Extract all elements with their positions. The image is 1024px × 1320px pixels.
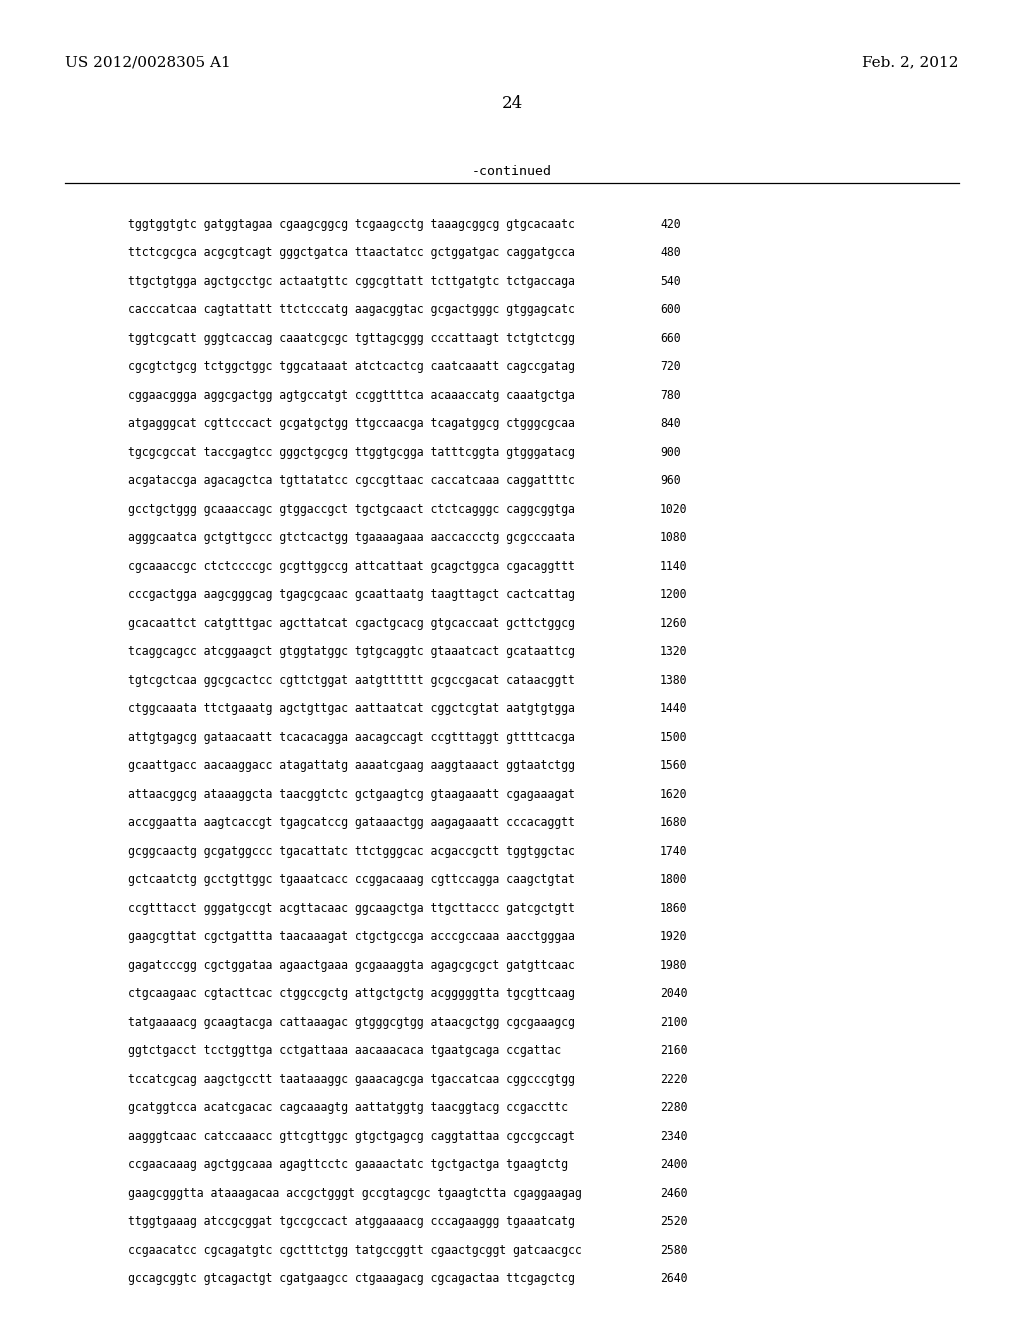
Text: 420: 420 <box>660 218 681 231</box>
Text: gcctgctggg gcaaaccagc gtggaccgct tgctgcaact ctctcagggc caggcggtga: gcctgctggg gcaaaccagc gtggaccgct tgctgca… <box>128 503 574 516</box>
Text: tgcgcgccat taccgagtcc gggctgcgcg ttggtgcgga tatttcggta gtgggatacg: tgcgcgccat taccgagtcc gggctgcgcg ttggtgc… <box>128 446 574 459</box>
Text: ctggcaaata ttctgaaatg agctgttgac aattaatcat cggctcgtat aatgtgtgga: ctggcaaata ttctgaaatg agctgttgac aattaat… <box>128 702 574 715</box>
Text: 2580: 2580 <box>660 1243 687 1257</box>
Text: 1380: 1380 <box>660 673 687 686</box>
Text: gagatcccgg cgctggataa agaactgaaa gcgaaaggta agagcgcgct gatgttcaac: gagatcccgg cgctggataa agaactgaaa gcgaaag… <box>128 958 574 972</box>
Text: agggcaatca gctgttgccc gtctcactgg tgaaaagaaa aaccaccctg gcgcccaata: agggcaatca gctgttgccc gtctcactgg tgaaaag… <box>128 531 574 544</box>
Text: atgagggcat cgttcccact gcgatgctgg ttgccaacga tcagatggcg ctgggcgcaa: atgagggcat cgttcccact gcgatgctgg ttgccaa… <box>128 417 574 430</box>
Text: 2640: 2640 <box>660 1272 687 1286</box>
Text: gccagcggtc gtcagactgt cgatgaagcc ctgaaagacg cgcagactaa ttcgagctcg: gccagcggtc gtcagactgt cgatgaagcc ctgaaag… <box>128 1272 574 1286</box>
Text: 1620: 1620 <box>660 788 687 801</box>
Text: 660: 660 <box>660 331 681 345</box>
Text: 900: 900 <box>660 446 681 459</box>
Text: gcacaattct catgtttgac agcttatcat cgactgcacg gtgcaccaat gcttctggcg: gcacaattct catgtttgac agcttatcat cgactgc… <box>128 616 574 630</box>
Text: cggaacggga aggcgactgg agtgccatgt ccggttttca acaaaccatg caaatgctga: cggaacggga aggcgactgg agtgccatgt ccggttt… <box>128 389 574 401</box>
Text: -continued: -continued <box>472 165 552 178</box>
Text: 1740: 1740 <box>660 845 687 858</box>
Text: 2400: 2400 <box>660 1158 687 1171</box>
Text: 24: 24 <box>502 95 522 112</box>
Text: ccgaacatcc cgcagatgtc cgctttctgg tatgccggtt cgaactgcggt gatcaacgcc: ccgaacatcc cgcagatgtc cgctttctgg tatgccg… <box>128 1243 582 1257</box>
Text: accggaatta aagtcaccgt tgagcatccg gataaactgg aagagaaatt cccacaggtt: accggaatta aagtcaccgt tgagcatccg gataaac… <box>128 816 574 829</box>
Text: gcatggtcca acatcgacac cagcaaagtg aattatggtg taacggtacg ccgaccttc: gcatggtcca acatcgacac cagcaaagtg aattatg… <box>128 1101 568 1114</box>
Text: 1080: 1080 <box>660 531 687 544</box>
Text: 1320: 1320 <box>660 645 687 659</box>
Text: 1980: 1980 <box>660 958 687 972</box>
Text: 1020: 1020 <box>660 503 687 516</box>
Text: 1560: 1560 <box>660 759 687 772</box>
Text: ttctcgcgca acgcgtcagt gggctgatca ttaactatcc gctggatgac caggatgcca: ttctcgcgca acgcgtcagt gggctgatca ttaacta… <box>128 247 574 259</box>
Text: Feb. 2, 2012: Feb. 2, 2012 <box>862 55 959 69</box>
Text: cgcgtctgcg tctggctggc tggcataaat atctcactcg caatcaaatt cagccgatag: cgcgtctgcg tctggctggc tggcataaat atctcac… <box>128 360 574 374</box>
Text: 1200: 1200 <box>660 589 687 601</box>
Text: 2520: 2520 <box>660 1216 687 1228</box>
Text: 480: 480 <box>660 247 681 259</box>
Text: ttgctgtgga agctgcctgc actaatgttc cggcgttatt tcttgatgtc tctgaccaga: ttgctgtgga agctgcctgc actaatgttc cggcgtt… <box>128 275 574 288</box>
Text: ggtctgacct tcctggttga cctgattaaa aacaaacaca tgaatgcaga ccgattac: ggtctgacct tcctggttga cctgattaaa aacaaac… <box>128 1044 561 1057</box>
Text: cccgactgga aagcgggcag tgagcgcaac gcaattaatg taagttagct cactcattag: cccgactgga aagcgggcag tgagcgcaac gcaatta… <box>128 589 574 601</box>
Text: cgcaaaccgc ctctccccgc gcgttggccg attcattaat gcagctggca cgacaggttt: cgcaaaccgc ctctccccgc gcgttggccg attcatt… <box>128 560 574 573</box>
Text: tggtcgcatt gggtcaccag caaatcgcgc tgttagcggg cccattaagt tctgtctcgg: tggtcgcatt gggtcaccag caaatcgcgc tgttagc… <box>128 331 574 345</box>
Text: 2100: 2100 <box>660 1016 687 1028</box>
Text: 2280: 2280 <box>660 1101 687 1114</box>
Text: 2340: 2340 <box>660 1130 687 1143</box>
Text: 2460: 2460 <box>660 1187 687 1200</box>
Text: cacccatcaa cagtattatt ttctcccatg aagacggtac gcgactgggc gtggagcatc: cacccatcaa cagtattatt ttctcccatg aagacgg… <box>128 304 574 317</box>
Text: tatgaaaacg gcaagtacga cattaaagac gtgggcgtgg ataacgctgg cgcgaaagcg: tatgaaaacg gcaagtacga cattaaagac gtgggcg… <box>128 1016 574 1028</box>
Text: 1800: 1800 <box>660 874 687 886</box>
Text: 1500: 1500 <box>660 731 687 743</box>
Text: attaacggcg ataaaggcta taacggtctc gctgaagtcg gtaagaaatt cgagaaagat: attaacggcg ataaaggcta taacggtctc gctgaag… <box>128 788 574 801</box>
Text: ccgtttacct gggatgccgt acgttacaac ggcaagctga ttgcttaccc gatcgctgtt: ccgtttacct gggatgccgt acgttacaac ggcaagc… <box>128 902 574 915</box>
Text: 2160: 2160 <box>660 1044 687 1057</box>
Text: 2220: 2220 <box>660 1073 687 1086</box>
Text: 1260: 1260 <box>660 616 687 630</box>
Text: gctcaatctg gcctgttggc tgaaatcacc ccggacaaag cgttccagga caagctgtat: gctcaatctg gcctgttggc tgaaatcacc ccggaca… <box>128 874 574 886</box>
Text: gcaattgacc aacaaggacc atagattatg aaaatcgaag aaggtaaact ggtaatctgg: gcaattgacc aacaaggacc atagattatg aaaatcg… <box>128 759 574 772</box>
Text: 1140: 1140 <box>660 560 687 573</box>
Text: 780: 780 <box>660 389 681 401</box>
Text: ctgcaagaac cgtacttcac ctggccgctg attgctgctg acgggggtta tgcgttcaag: ctgcaagaac cgtacttcac ctggccgctg attgctg… <box>128 987 574 1001</box>
Text: tgtcgctcaa ggcgcactcc cgttctggat aatgtttttt gcgccgacat cataacggtt: tgtcgctcaa ggcgcactcc cgttctggat aatgttt… <box>128 673 574 686</box>
Text: gaagcgggtta ataaagacaa accgctgggt gccgtagcgc tgaagtctta cgaggaagag: gaagcgggtta ataaagacaa accgctgggt gccgta… <box>128 1187 582 1200</box>
Text: 840: 840 <box>660 417 681 430</box>
Text: 600: 600 <box>660 304 681 317</box>
Text: 1680: 1680 <box>660 816 687 829</box>
Text: 1920: 1920 <box>660 931 687 944</box>
Text: 2040: 2040 <box>660 987 687 1001</box>
Text: 960: 960 <box>660 474 681 487</box>
Text: 720: 720 <box>660 360 681 374</box>
Text: US 2012/0028305 A1: US 2012/0028305 A1 <box>65 55 230 69</box>
Text: ttggtgaaag atccgcggat tgccgccact atggaaaacg cccagaaggg tgaaatcatg: ttggtgaaag atccgcggat tgccgccact atggaaa… <box>128 1216 574 1228</box>
Text: 1440: 1440 <box>660 702 687 715</box>
Text: aagggtcaac catccaaacc gttcgttggc gtgctgagcg caggtattaa cgccgccagt: aagggtcaac catccaaacc gttcgttggc gtgctga… <box>128 1130 574 1143</box>
Text: gaagcgttat cgctgattta taacaaagat ctgctgccga acccgccaaa aacctgggaa: gaagcgttat cgctgattta taacaaagat ctgctgc… <box>128 931 574 944</box>
Text: gcggcaactg gcgatggccc tgacattatc ttctgggcac acgaccgctt tggtggctac: gcggcaactg gcgatggccc tgacattatc ttctggg… <box>128 845 574 858</box>
Text: tggtggtgtc gatggtagaa cgaagcggcg tcgaagcctg taaagcggcg gtgcacaatc: tggtggtgtc gatggtagaa cgaagcggcg tcgaagc… <box>128 218 574 231</box>
Text: tccatcgcag aagctgcctt taataaaggc gaaacagcga tgaccatcaa cggcccgtgg: tccatcgcag aagctgcctt taataaaggc gaaacag… <box>128 1073 574 1086</box>
Text: attgtgagcg gataacaatt tcacacagga aacagccagt ccgtttaggt gttttcacga: attgtgagcg gataacaatt tcacacagga aacagcc… <box>128 731 574 743</box>
Text: tcaggcagcc atcggaagct gtggtatggc tgtgcaggtc gtaaatcact gcataattcg: tcaggcagcc atcggaagct gtggtatggc tgtgcag… <box>128 645 574 659</box>
Text: 1860: 1860 <box>660 902 687 915</box>
Text: acgataccga agacagctca tgttatatcc cgccgttaac caccatcaaa caggattttc: acgataccga agacagctca tgttatatcc cgccgtt… <box>128 474 574 487</box>
Text: ccgaacaaag agctggcaaa agagttcctc gaaaactatc tgctgactga tgaagtctg: ccgaacaaag agctggcaaa agagttcctc gaaaact… <box>128 1158 568 1171</box>
Text: 540: 540 <box>660 275 681 288</box>
